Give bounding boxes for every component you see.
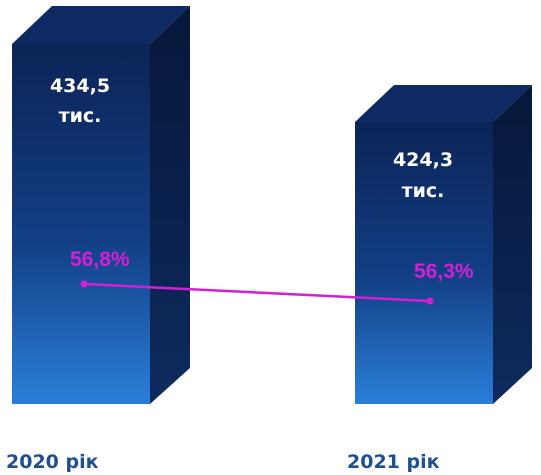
- bar-unit-label-2020: тис.: [59, 105, 102, 127]
- bar-2021-top: [355, 85, 532, 122]
- bar-2021-front: [355, 122, 493, 404]
- percent-point-2021: [426, 297, 434, 305]
- bar-2020-front: [12, 44, 150, 404]
- bar-value-label-2020: 434,5: [50, 75, 110, 97]
- bar-2021-side: [493, 85, 532, 404]
- bar-2021: [355, 85, 532, 404]
- category-label-2021: 2021 рік: [347, 451, 440, 473]
- percent-point-2020: [80, 280, 88, 288]
- category-label-2020: 2020 рік: [6, 451, 99, 473]
- percent-series-line: [83, 282, 431, 303]
- percent-label-2021: 56,3%: [414, 260, 474, 283]
- bar-2020: [12, 6, 190, 404]
- bar-value-label-2021: 424,3: [393, 149, 453, 171]
- bar-2020-side: [150, 6, 190, 404]
- bar-unit-label-2021: тис.: [402, 180, 445, 202]
- percent-label-2020: 56,8%: [70, 248, 130, 271]
- bar-2020-top: [12, 6, 190, 44]
